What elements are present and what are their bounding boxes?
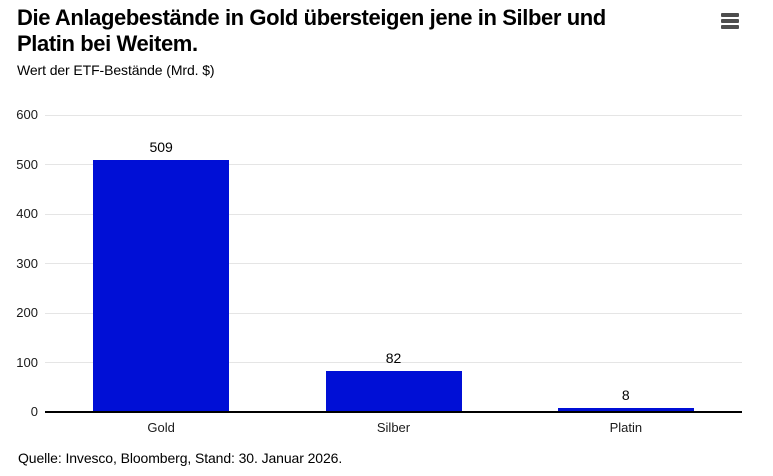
- bar-gold: [93, 160, 230, 412]
- y-axis-tick-label: 500: [16, 156, 38, 172]
- page-title: Die Anlagebestände in Gold übersteigen j…: [17, 5, 606, 57]
- gridline: [45, 312, 742, 314]
- x-axis-category-label: Platin: [609, 420, 643, 435]
- hamburger-bar: [721, 25, 739, 29]
- gridline: [45, 114, 742, 116]
- x-axis-category-label: Silber: [376, 420, 411, 435]
- bar-silber: [325, 371, 462, 412]
- hamburger-bar: [721, 19, 739, 23]
- page-title-line2: Platin bei Weitem.: [17, 31, 198, 56]
- bar-value-label: 82: [385, 350, 402, 367]
- gridline: [45, 263, 742, 264]
- bar-platin: [557, 408, 694, 412]
- y-axis-tick-label: 400: [16, 206, 38, 221]
- x-axis-category-label: Gold: [147, 420, 175, 435]
- gridline: [45, 213, 742, 215]
- page-title-line1: Die Anlagebestände in Gold übersteigen j…: [17, 5, 606, 30]
- y-axis-tick-label: 100: [16, 354, 38, 370]
- bar-value-label: 8: [621, 387, 630, 404]
- gridline: [45, 362, 742, 363]
- hamburger-menu-icon[interactable]: [721, 12, 740, 30]
- y-axis-tick-label: 0: [30, 404, 38, 419]
- y-axis-tick-label: 300: [16, 255, 38, 271]
- bar-value-label: 509: [149, 139, 173, 156]
- chart-subtitle: Wert der ETF-Bestände (Mrd. $): [17, 62, 215, 78]
- hamburger-bar: [721, 13, 739, 17]
- y-axis-tick-label: 600: [16, 107, 38, 122]
- source-note: Quelle: Invesco, Bloomberg, Stand: 30. J…: [18, 450, 343, 466]
- gridline: [45, 164, 742, 165]
- x-axis-line: [45, 411, 742, 413]
- y-axis-tick-label: 200: [16, 305, 38, 320]
